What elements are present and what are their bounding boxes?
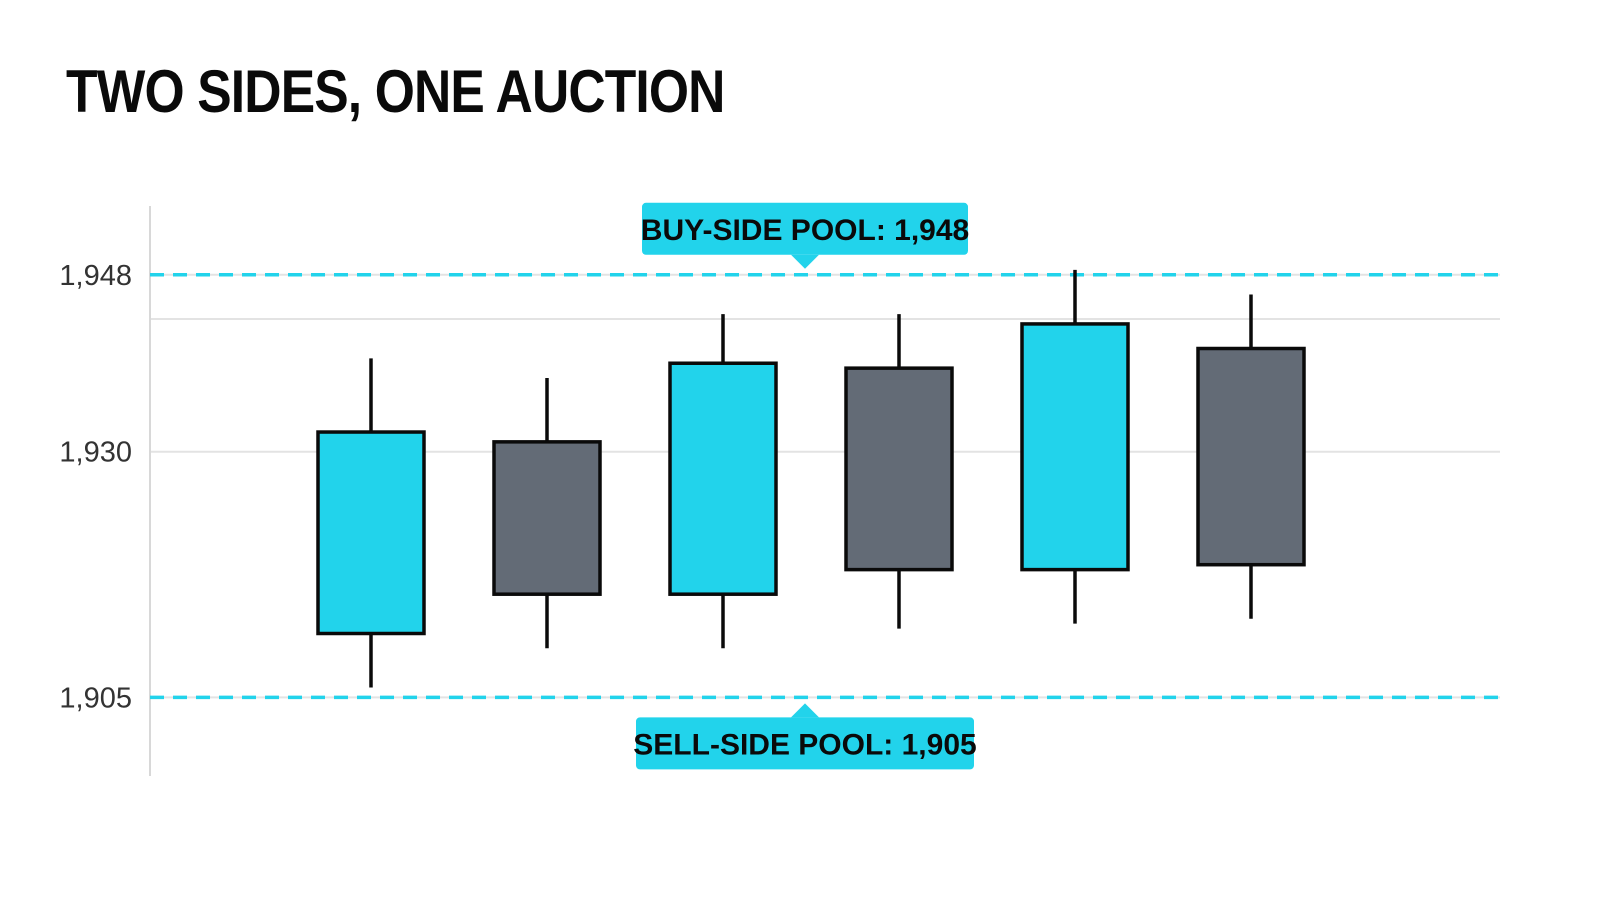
y-tick-label: 1,930 (59, 437, 132, 469)
candle-body (668, 361, 778, 596)
callout-text: SELL-SIDE POOL: 1,905 (633, 728, 976, 761)
sell-side-pool-label: SELL-SIDE POOL: 1,905 (633, 703, 977, 770)
y-axis-ticks: 1,905 1,930 1,948 (59, 260, 132, 715)
candle-body (844, 366, 954, 572)
callout-pointer (791, 703, 819, 718)
candle (668, 314, 778, 649)
candle-body (1020, 322, 1130, 572)
callout-box (636, 717, 974, 770)
candle-body (316, 430, 426, 636)
y-tick-label: 1,948 (59, 260, 132, 292)
y-tick-label: 1,905 (59, 682, 132, 714)
candle-body (492, 440, 602, 596)
buy-side-pool-label: BUY-SIDE POOL: 1,948 (641, 202, 969, 269)
candles (316, 269, 1306, 688)
candle (844, 314, 954, 629)
candle (1020, 269, 1130, 624)
callout-pointer (791, 254, 819, 269)
candle (316, 358, 426, 688)
candle (1196, 294, 1306, 619)
pool-labels: BUY-SIDE POOL: 1,948 SELL-SIDE POOL: 1,90… (633, 202, 977, 770)
candle-body (1196, 346, 1306, 567)
callout-box (642, 202, 968, 255)
callout-text: BUY-SIDE POOL: 1,948 (641, 214, 969, 247)
candle (492, 377, 602, 649)
liquidity-levels (150, 273, 1500, 700)
chart-title: TWO SIDES, ONE AUCTION (66, 58, 725, 125)
